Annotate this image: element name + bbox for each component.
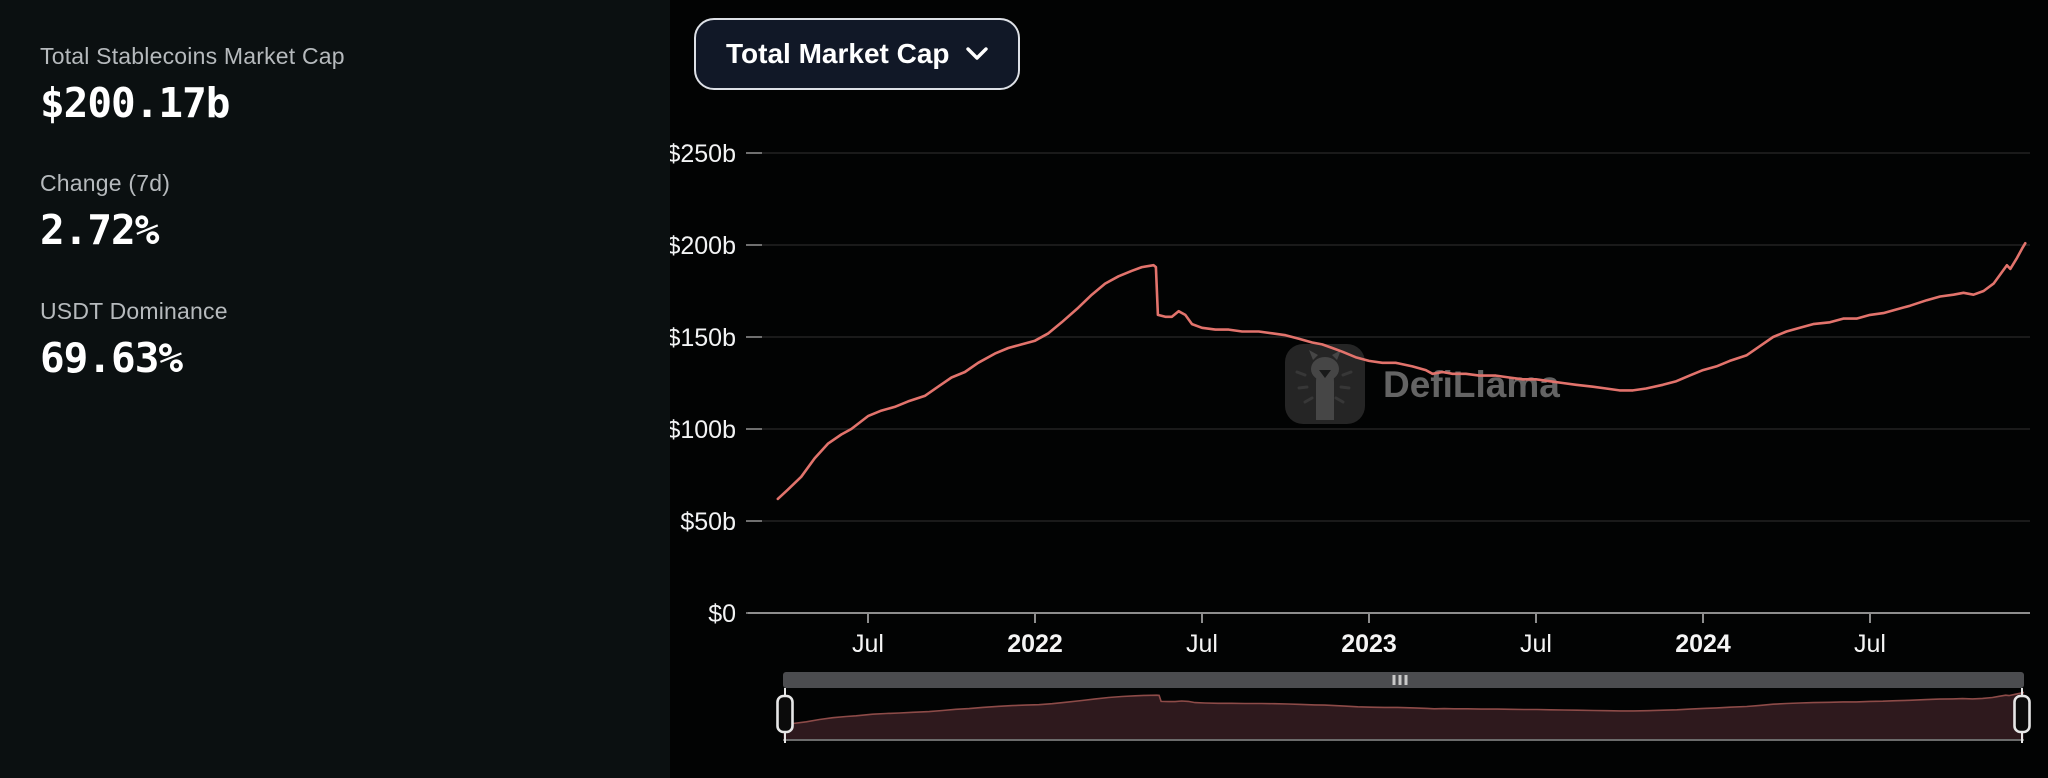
- svg-text:Jul: Jul: [1186, 630, 1218, 658]
- brush-mini-area: [783, 692, 2024, 739]
- defillama-watermark: DefiLlama: [1285, 344, 1560, 424]
- metric-dropdown[interactable]: Total Market Cap: [694, 18, 1020, 90]
- svg-text:Jul: Jul: [1854, 630, 1886, 658]
- svg-text:2024: 2024: [1675, 630, 1731, 658]
- stat-value: 2.72%: [40, 206, 159, 254]
- brush-grip[interactable]: [1392, 675, 1408, 685]
- stat-change-7d: Change (7d) 2.72%: [40, 170, 170, 254]
- svg-text:2022: 2022: [1007, 630, 1063, 658]
- stat-usdt-dominance: USDT Dominance 69.63%: [40, 298, 228, 382]
- stat-label: Change (7d): [40, 170, 171, 196]
- stat-total-market-cap: Total Stablecoins Market Cap $200.17b: [40, 43, 345, 127]
- y-gridlines: [746, 152, 2030, 614]
- svg-text:$250b: $250b: [670, 140, 736, 168]
- svg-text:$150b: $150b: [670, 324, 736, 352]
- y-axis-labels: $0 $50b $100b $150b $200b $250b: [670, 140, 736, 628]
- stat-label: USDT Dominance: [40, 298, 228, 324]
- svg-text:$200b: $200b: [670, 232, 736, 260]
- svg-text:2023: 2023: [1341, 630, 1397, 658]
- svg-text:Jul: Jul: [1520, 630, 1552, 658]
- stat-label: Total Stablecoins Market Cap: [40, 43, 345, 69]
- x-axis: Jul 2022 Jul 2023 Jul 2024 Jul: [748, 612, 2030, 658]
- time-brush[interactable]: [776, 672, 2031, 743]
- market-cap-line: [776, 241, 2027, 501]
- market-cap-chart[interactable]: $0 $50b $100b $150b $200b $250b Jul 2022 Jul 2023…: [670, 0, 2048, 778]
- svg-text:$50b: $50b: [680, 508, 736, 536]
- chevron-down-icon: [965, 47, 988, 60]
- stats-panel: Total Stablecoins Market Cap $200.17b Ch…: [0, 0, 670, 778]
- brush-left-handle[interactable]: [776, 688, 794, 743]
- metric-dropdown-label: Total Market Cap: [726, 38, 950, 69]
- svg-text:$0: $0: [708, 600, 736, 628]
- svg-text:$100b: $100b: [670, 416, 736, 444]
- stat-value: 69.63%: [40, 334, 183, 382]
- brush-mini-line: [782, 691, 2025, 726]
- svg-text:DefiLlama: DefiLlama: [1383, 364, 1560, 405]
- chart-panel: $0 $50b $100b $150b $200b $250b Jul 2022 Jul 2023…: [670, 0, 2048, 778]
- stat-value: $200.17b: [40, 79, 230, 127]
- brush-scrollbar[interactable]: [783, 672, 2024, 688]
- svg-text:Jul: Jul: [852, 630, 884, 658]
- brush-right-handle[interactable]: [2013, 688, 2031, 743]
